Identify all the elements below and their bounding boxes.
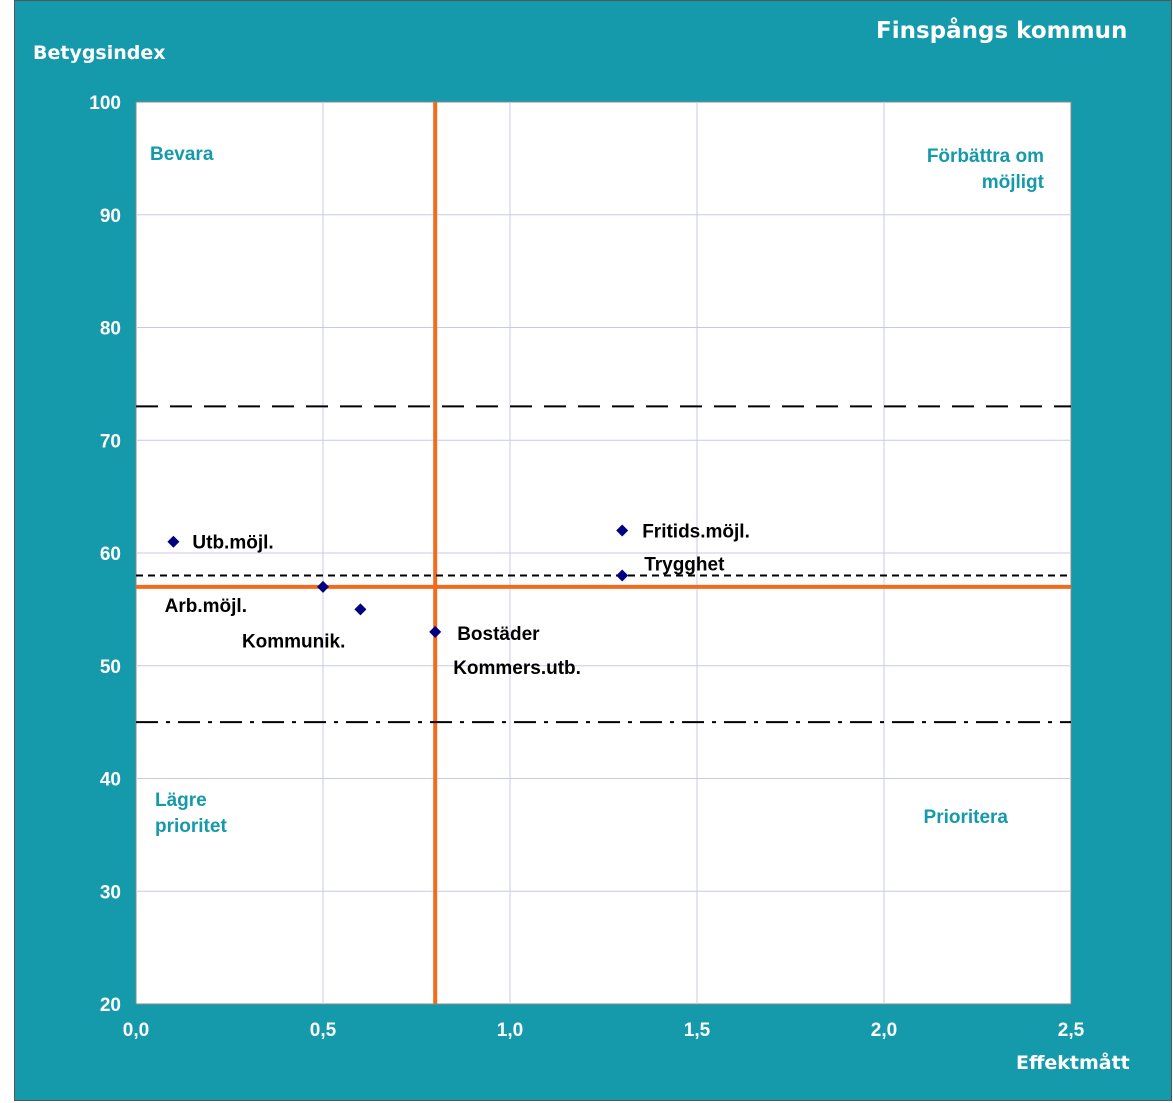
quadrant-label-top-right: möjligt	[982, 172, 1045, 193]
y-tick-label: 90	[100, 206, 121, 227]
quadrant-label-bottom-left: prioritet	[155, 816, 227, 837]
data-point-label: Kommers.utb.	[453, 658, 581, 679]
data-point-label: Arb.möjl.	[165, 596, 247, 617]
x-tick-label: 0,0	[123, 1020, 149, 1041]
quadrant-label-bottom-right: Prioritera	[924, 807, 1009, 828]
data-point-label: Kommunik.	[242, 631, 345, 652]
data-point-label: Bostäder	[457, 624, 540, 645]
data-point	[354, 603, 367, 616]
data-point-label: Utb.möjl.	[192, 533, 273, 554]
y-tick-label: 80	[100, 319, 121, 340]
x-tick-label: 1,0	[497, 1020, 523, 1041]
data-point	[317, 580, 329, 593]
data-point-label: Trygghet	[644, 555, 725, 576]
x-tick-label: 2,0	[871, 1020, 897, 1041]
quadrant-label-bottom-left: Lägre	[155, 790, 207, 811]
quadrant-label-top-right: Förbättra om	[927, 146, 1044, 167]
y-tick-label: 50	[100, 657, 121, 678]
y-tick-label: 100	[89, 93, 121, 114]
y-tick-label: 70	[100, 431, 121, 452]
y-tick-label: 20	[100, 995, 121, 1016]
quadrant-label-top-left: Bevara	[150, 144, 214, 165]
x-tick-label: 0,5	[310, 1020, 337, 1041]
y-tick-label: 30	[100, 882, 121, 903]
data-point	[616, 569, 629, 582]
y-tick-label: 60	[100, 544, 121, 565]
x-tick-label: 2,5	[1058, 1020, 1085, 1041]
data-point-label: Fritids.möjl.	[642, 521, 750, 542]
x-axis-title: Effektmått	[1016, 1052, 1130, 1074]
data-point	[616, 524, 629, 537]
data-point	[167, 535, 180, 548]
data-point	[429, 625, 442, 638]
chart-title: Finspångs kommun	[876, 18, 1128, 44]
y-tick-label: 40	[100, 770, 121, 791]
x-tick-label: 1,5	[684, 1020, 711, 1041]
y-axis-title: Betygsindex	[33, 42, 166, 64]
